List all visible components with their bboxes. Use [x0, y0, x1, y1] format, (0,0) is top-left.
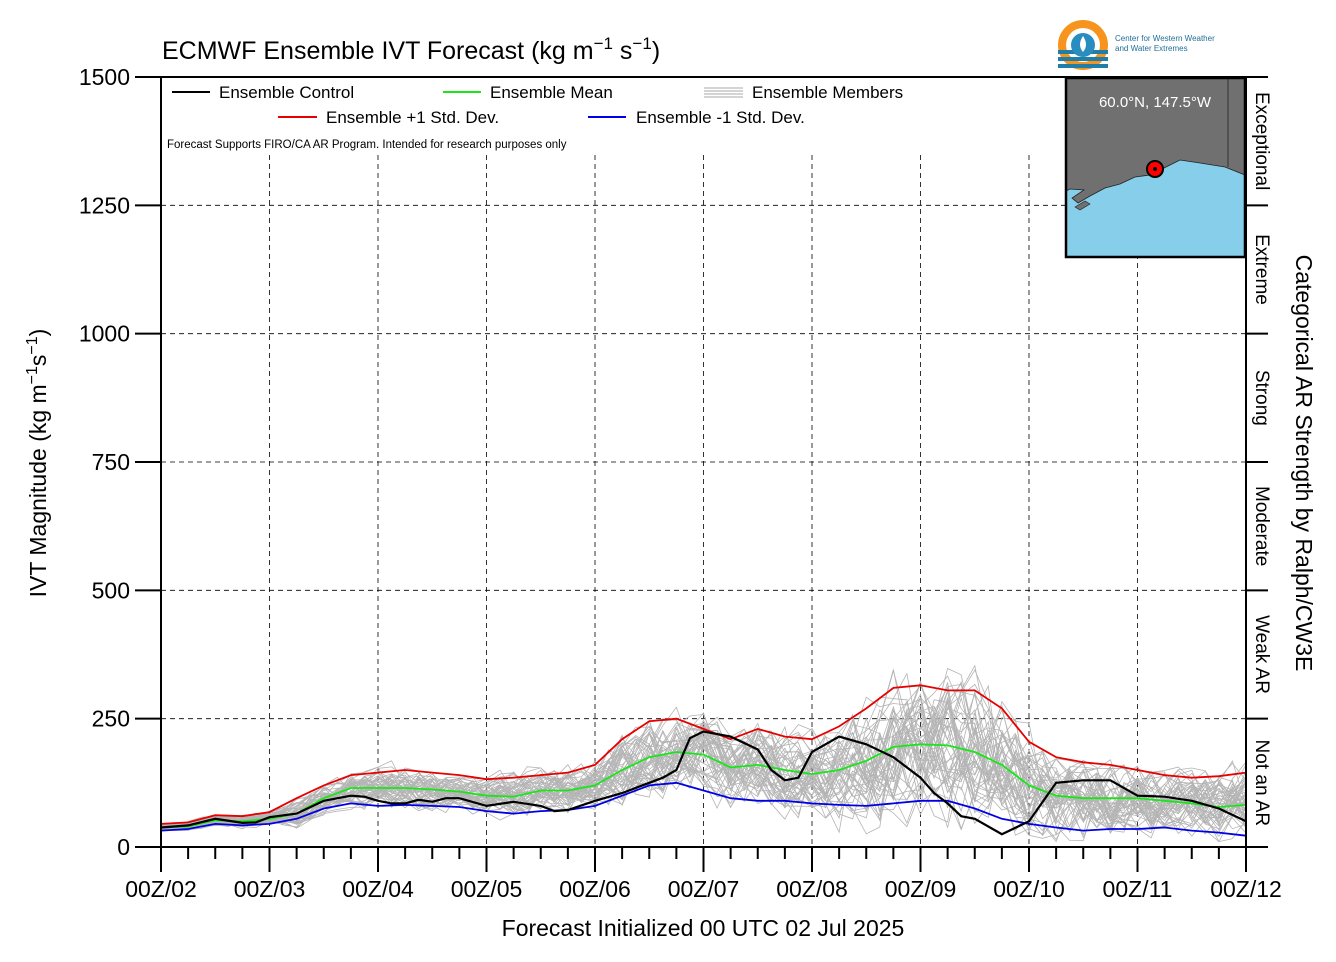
category-label: Moderate: [1251, 486, 1272, 566]
ensemble-member-line: [160, 696, 1247, 834]
x-tick-label: 00Z/03: [234, 876, 306, 902]
y-tick-label: 500: [92, 577, 130, 603]
x-tick-label: 00Z/07: [668, 876, 740, 902]
x-tick-label: 00Z/10: [993, 876, 1065, 902]
land-mass: [1065, 77, 1246, 204]
ensemble-member-line: [160, 717, 1247, 834]
category-label: Weak AR: [1251, 615, 1272, 694]
series-line-ensemble-1-std-dev: [160, 781, 1247, 837]
y-tick-label: 0: [117, 834, 130, 860]
right-axis-label: Categorical AR Strength by Ralph/CW3E: [1291, 255, 1317, 672]
y-tick-label: 750: [92, 449, 130, 475]
y-tick-label: 250: [92, 706, 130, 732]
legend-swatch-members: [704, 87, 743, 98]
category-label: Strong: [1251, 370, 1272, 426]
legend-label-control: Ensemble Control: [219, 83, 354, 102]
category-label: Not an AR: [1251, 740, 1272, 827]
x-axis-label: Forecast Initialized 00 UTC 02 Jul 2025: [502, 915, 905, 941]
ar-categories: Not an AR Weak AR Moderate Strong Extreme Exc…: [1251, 92, 1272, 826]
location-map-inset: 60.0°N, 147.5°W: [1064, 76, 1247, 259]
x-tick-label: 00Z/04: [342, 876, 414, 902]
ensemble-series: [160, 684, 1247, 837]
location-label: 60.0°N, 147.5°W: [1099, 94, 1212, 111]
legend-label-mean: Ensemble Mean: [490, 83, 613, 102]
x-tick-label: 00Z/09: [885, 876, 957, 902]
y-tick-label: 1000: [79, 321, 130, 347]
y-tick-label: 1500: [79, 64, 130, 90]
research-note: Forecast Supports FIRO/CA AR Program. In…: [167, 139, 567, 151]
x-tick-label: 00Z/02: [125, 876, 197, 902]
legend-label-minus-std: Ensemble -1 Std. Dev.: [636, 108, 805, 127]
y-axis-label: IVT Magnitude (kg m−1s−1): [24, 329, 51, 598]
category-label: Exceptional: [1251, 92, 1272, 190]
series-line-ensemble-1-std-dev: [160, 684, 1247, 825]
cw3e-logo: Center for Western Weather and Water Ext…: [1058, 20, 1215, 70]
axes: 0 250 500 750 1000 1250 1500 00Z/02 00Z/03 00Z/04…: [79, 64, 1282, 902]
ensemble-member-line: [160, 682, 1247, 843]
chart-title: ECMWF Ensemble IVT Forecast (kg m−1 s−1): [162, 34, 660, 65]
legend-label-members: Ensemble Members: [752, 83, 903, 102]
legend-label-plus-std: Ensemble +1 Std. Dev.: [326, 108, 499, 127]
logo-text-line1: Center for Western Weather: [1115, 34, 1215, 43]
logo-text-line2: and Water Extremes: [1115, 44, 1188, 53]
x-tick-label: 00Z/11: [1103, 876, 1173, 902]
series-line-ensemble-control: [160, 730, 1247, 836]
x-tick-label: 00Z/06: [559, 876, 631, 902]
y-tick-label: 1250: [79, 192, 130, 218]
island-1: [1074, 200, 1091, 211]
x-tick-label: 00Z/05: [451, 876, 523, 902]
ensemble-member-line: [160, 722, 1247, 839]
ensemble-member-line: [160, 675, 1247, 828]
legend: Ensemble Control Ensemble Mean Ensemble …: [167, 83, 903, 151]
x-tick-label: 00Z/08: [776, 876, 848, 902]
series-line-ensemble-mean: [160, 743, 1247, 829]
x-tick-label: 00Z/12: [1210, 876, 1282, 902]
category-label: Extreme: [1251, 234, 1272, 305]
